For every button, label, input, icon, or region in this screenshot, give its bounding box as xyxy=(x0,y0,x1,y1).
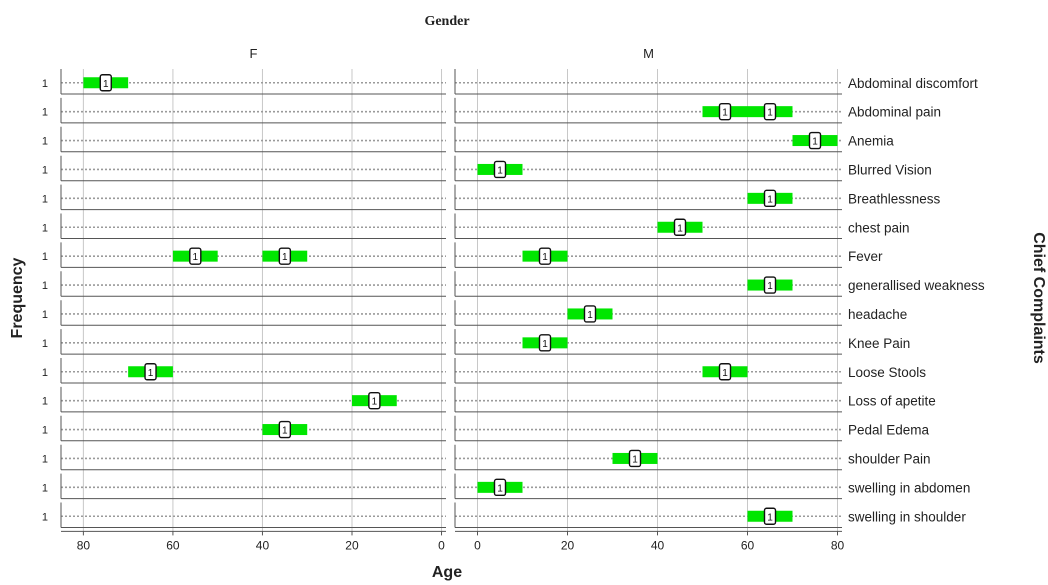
y-tick-label: 1 xyxy=(42,453,48,465)
bar-count-box xyxy=(808,131,822,150)
row-label: Pedal Edema xyxy=(848,423,930,438)
row-axis-title: Chief Complaints xyxy=(1030,232,1047,364)
y-tick-label: 1 xyxy=(42,251,48,263)
row-label: Breathlessness xyxy=(848,191,941,206)
bar-count-box xyxy=(628,449,642,468)
y-tick-label: 1 xyxy=(42,280,48,292)
y-tick-label: 1 xyxy=(42,338,48,350)
bar-count-box xyxy=(144,363,157,381)
x-tick-label-m-60: 60 xyxy=(741,538,755,552)
bar-count-label: 1 xyxy=(767,512,773,523)
y-tick-label: 1 xyxy=(42,164,48,176)
row-label: swelling in shoulder xyxy=(848,509,966,524)
row-label: Knee Pain xyxy=(848,336,910,351)
bar-count-label: 1 xyxy=(587,310,593,321)
y-tick-label: 1 xyxy=(42,396,48,408)
bar-count-label: 1 xyxy=(677,223,683,234)
bar-count-box xyxy=(538,334,552,352)
row-label: Blurred Vision xyxy=(848,162,932,177)
bar-count-box xyxy=(763,189,777,208)
bar-count-box xyxy=(189,247,202,265)
bar-count-label: 1 xyxy=(372,397,378,408)
y-tick-label: 1 xyxy=(42,367,48,379)
row-label: Abdominal discomfort xyxy=(848,76,978,91)
bar-count-label: 1 xyxy=(722,368,728,379)
row-label: headache xyxy=(848,307,907,322)
bar-count-box xyxy=(583,305,597,323)
bar-count-label: 1 xyxy=(812,137,818,148)
row-label: Loose Stools xyxy=(848,365,926,380)
bar-count-label: 1 xyxy=(282,252,288,263)
bar-count-label: 1 xyxy=(767,108,773,119)
y-tick-label: 1 xyxy=(42,193,48,205)
row-label: chest pain xyxy=(848,220,910,235)
bar-count-label: 1 xyxy=(767,281,773,292)
panel-header-m: M xyxy=(643,46,654,61)
bar-count-box xyxy=(673,218,687,236)
chart-title: Gender xyxy=(424,14,469,29)
row-label: Abdominal pain xyxy=(848,105,941,120)
x-tick-label-m-20: 20 xyxy=(561,538,575,552)
bar-count-label: 1 xyxy=(497,483,503,494)
row-label: swelling in abdomen xyxy=(848,480,970,495)
y-tick-label: 1 xyxy=(42,222,48,234)
bar-count-box xyxy=(763,507,777,525)
bar-count-box xyxy=(763,102,777,121)
bar-count-label: 1 xyxy=(542,339,548,350)
y-tick-label: 1 xyxy=(42,511,48,523)
panel-header-f: F xyxy=(250,46,258,61)
row-label: Anemia xyxy=(848,134,894,149)
y-tick-label: 1 xyxy=(42,482,48,494)
bar-count-box xyxy=(718,102,732,121)
bar-count-box xyxy=(538,247,552,265)
bar-count-label: 1 xyxy=(497,165,503,176)
bar-count-box xyxy=(99,74,112,92)
bar-count-label: 1 xyxy=(282,426,288,437)
bar-count-label: 1 xyxy=(542,252,548,263)
bar-count-box xyxy=(763,276,777,294)
bar-count-box xyxy=(493,478,507,497)
bar-count-label: 1 xyxy=(193,252,199,263)
bar-count-label: 1 xyxy=(722,108,728,119)
y-tick-label: 1 xyxy=(42,425,48,437)
x-tick-label-m-80: 80 xyxy=(831,538,845,552)
bar-count-box xyxy=(368,391,381,410)
bar-count-box xyxy=(718,363,732,381)
row-label: Loss of apetite xyxy=(848,394,936,409)
bar-count-label: 1 xyxy=(632,454,638,465)
x-tick-label-f-60: 60 xyxy=(166,538,180,552)
bar-count-box xyxy=(278,247,292,265)
y-tick-label: 1 xyxy=(42,107,48,119)
x-tick-label-f-80: 80 xyxy=(77,538,91,552)
bar-count-box xyxy=(493,160,507,179)
x-tick-label-f-0: 0 xyxy=(438,538,445,552)
x-tick-label-f-20: 20 xyxy=(345,538,359,552)
row-label: generallised weakness xyxy=(848,278,985,293)
x-tick-label-m-0: 0 xyxy=(474,538,481,552)
bar-count-label: 1 xyxy=(767,194,773,205)
bar-count-label: 1 xyxy=(103,79,109,90)
y-tick-label: 1 xyxy=(42,78,48,90)
bar-count-box xyxy=(278,420,292,439)
y-tick-label: 1 xyxy=(42,136,48,148)
bar-count-label: 1 xyxy=(148,368,154,379)
x-tick-label-f-40: 40 xyxy=(256,538,270,552)
row-label: shoulder Pain xyxy=(848,451,931,466)
x-tick-label-m-40: 40 xyxy=(651,538,665,552)
x-axis-title: Age xyxy=(432,564,462,581)
y-axis-title: Frequency xyxy=(9,257,26,338)
row-label: Fever xyxy=(848,249,883,264)
y-tick-label: 1 xyxy=(42,309,48,321)
